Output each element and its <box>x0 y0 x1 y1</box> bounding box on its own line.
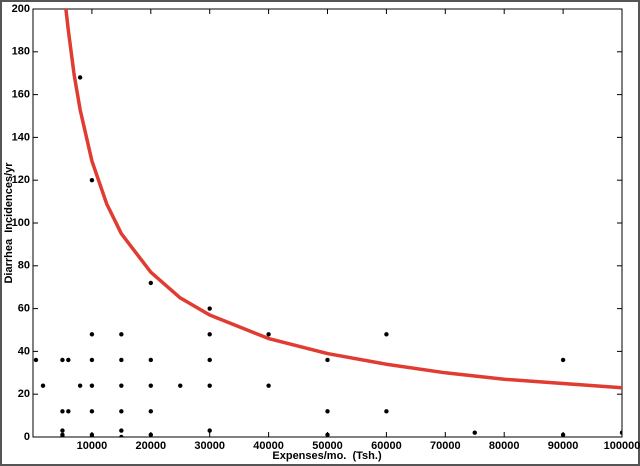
y-tick-label: 160 <box>12 89 30 101</box>
x-tick-label: 70000 <box>430 440 461 452</box>
data-point <box>89 383 95 388</box>
data-point <box>148 432 153 437</box>
data-point <box>60 432 65 437</box>
data-point <box>119 332 124 337</box>
data-point <box>119 357 124 363</box>
x-tick-label: 50000 <box>312 440 343 452</box>
y-tick-label: 40 <box>18 345 30 357</box>
y-tick-label: 120 <box>12 174 30 186</box>
data-point <box>384 409 389 414</box>
data-point <box>119 434 124 437</box>
data-point <box>119 383 124 388</box>
y-tick-label: 60 <box>18 303 30 315</box>
plot-frame <box>32 8 623 438</box>
data-point <box>89 332 95 337</box>
plot-area <box>33 9 622 437</box>
data-point <box>77 383 83 388</box>
data-point <box>266 332 271 337</box>
data-point <box>89 357 95 363</box>
data-point <box>77 75 83 80</box>
data-point <box>66 409 71 414</box>
data-point <box>207 428 212 433</box>
data-point <box>207 306 212 311</box>
data-point <box>384 332 389 337</box>
data-point <box>60 357 65 363</box>
ticks: 0 20 40 60 80 100 120 140 160 180 200 10000 20000 300… <box>12 3 640 452</box>
data-point <box>266 383 271 388</box>
data-point <box>207 332 212 337</box>
y-tick-label: 100 <box>12 217 30 229</box>
data-point <box>148 409 153 414</box>
x-axis-label: Expenses/mo. (Tsh.) <box>272 450 382 462</box>
data-point <box>325 432 330 437</box>
data-point <box>560 357 566 363</box>
data-point <box>119 409 124 414</box>
data-point <box>148 383 153 388</box>
data-point <box>60 428 65 433</box>
data-point <box>119 428 124 433</box>
fit-curve <box>64 9 622 390</box>
x-tick-label: 100000 <box>604 440 640 452</box>
x-tick-label: 90000 <box>548 440 579 452</box>
y-tick-label: 20 <box>18 388 30 400</box>
x-tick-label: 30000 <box>194 440 225 452</box>
y-axis-label: Diarrhea Incidences/yr <box>3 162 15 284</box>
x-tick-label: 40000 <box>253 440 284 452</box>
x-tick-label: 60000 <box>371 440 402 452</box>
data-point <box>89 409 95 414</box>
x-tick-label: 10000 <box>77 440 108 452</box>
data-point <box>472 430 477 435</box>
data-point <box>148 280 153 286</box>
x-tick-label: 20000 <box>136 440 167 452</box>
data-point <box>89 434 95 437</box>
y-tick-label: 80 <box>18 260 30 272</box>
data-point <box>325 409 330 414</box>
y-tick-label: 200 <box>12 3 30 15</box>
data-point <box>60 409 65 414</box>
data-point <box>66 357 71 363</box>
data-point <box>560 432 566 437</box>
data-point <box>207 357 212 363</box>
y-tick-label: 140 <box>12 131 30 143</box>
x-tick-label: 80000 <box>489 440 520 452</box>
y-tick-label: 180 <box>12 46 30 58</box>
data-point <box>207 383 212 388</box>
data-point <box>89 178 95 183</box>
data-point <box>33 357 39 363</box>
data-point <box>148 357 153 363</box>
data-point <box>325 357 330 363</box>
data-point <box>40 383 46 388</box>
data-point <box>619 430 622 435</box>
data-point <box>178 383 183 388</box>
y-tick-label: 0 <box>24 431 30 443</box>
